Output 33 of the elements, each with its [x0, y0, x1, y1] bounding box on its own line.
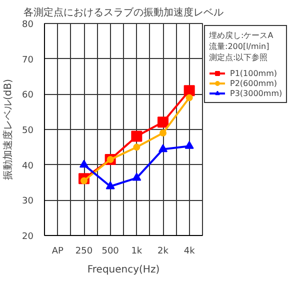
- x-tick-label: 4k: [184, 246, 196, 256]
- x-tick-label: 500: [102, 246, 120, 256]
- x-tick-label: AP: [52, 246, 64, 256]
- y-tick-label: 70: [22, 55, 34, 66]
- point: [133, 144, 140, 151]
- point: [158, 144, 168, 152]
- y-tick-label: 20: [22, 232, 34, 242]
- point: [106, 181, 115, 190]
- y-tick-label: 50: [22, 126, 34, 136]
- point: [131, 130, 142, 142]
- legend-label: P3(3000mm): [230, 88, 282, 98]
- y-tick-label: 60: [22, 90, 34, 101]
- point: [158, 116, 168, 128]
- point: [184, 140, 194, 149]
- point: [132, 172, 142, 181]
- x-tick-label: 250: [75, 246, 93, 256]
- point: [80, 160, 88, 168]
- point: [186, 94, 193, 102]
- text: 埋め戻し:ケースA: [209, 31, 274, 40]
- point: [184, 85, 195, 96]
- point: [160, 130, 166, 137]
- y-tick-label: 80: [22, 20, 34, 30]
- legend-label: P2(600mm): [230, 78, 278, 88]
- y-axis-title: 振動加速度レベル(dB): [2, 78, 14, 180]
- text: 流量:200[l/min]: [209, 42, 270, 51]
- x-tick-label: 1k: [131, 246, 143, 256]
- text: 測定点:以下参照: [209, 53, 268, 62]
- y-tick-label: 40: [22, 161, 34, 172]
- y-tick-label: 30: [22, 196, 34, 207]
- chart-title: 各測定点におけるスラブの振動加速度レベル: [24, 6, 224, 18]
- legend-label: P1(100mm): [230, 68, 278, 78]
- x-tick-label: 2k: [158, 246, 170, 256]
- x-axis-title: Frequency(Hz): [87, 264, 160, 276]
